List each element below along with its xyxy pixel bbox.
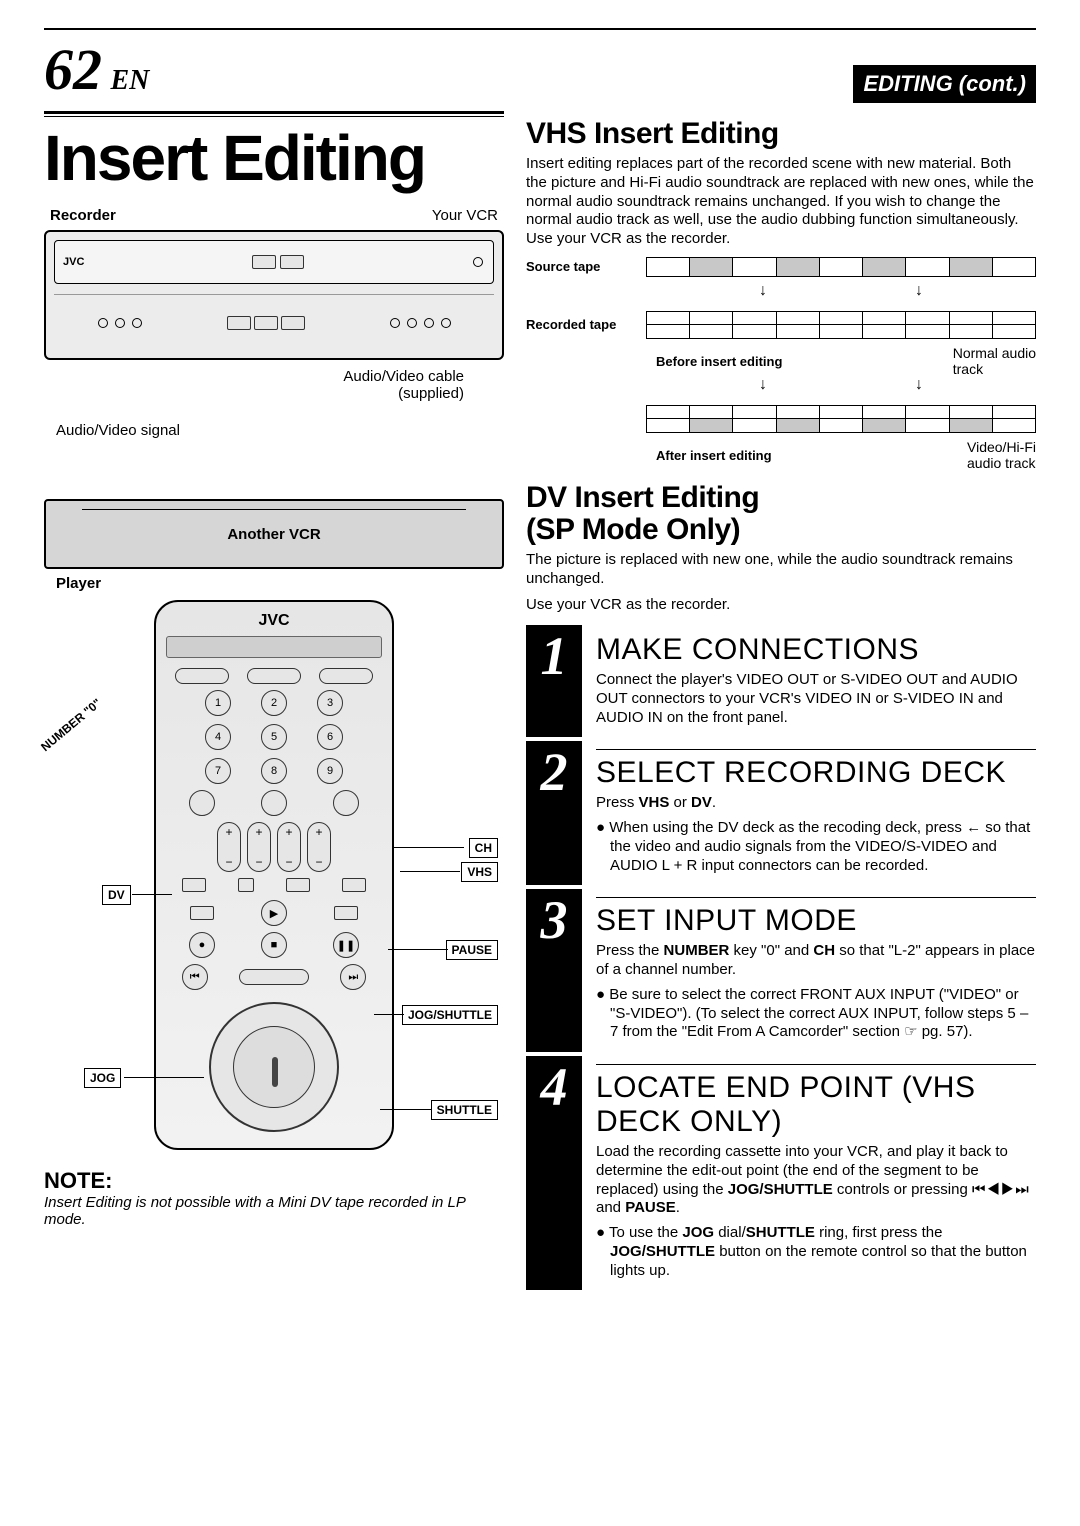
remote-number-button: 5 — [261, 724, 287, 750]
another-vcr-label: Another VCR — [227, 526, 320, 543]
page-number: 62 — [44, 37, 102, 102]
remote-number-button: 8 — [261, 758, 287, 784]
video-audio-label: Video/Hi-Fiaudio track — [967, 439, 1036, 471]
before-caption: Before insert editing — [526, 354, 945, 369]
note-title: NOTE: — [44, 1168, 504, 1194]
step-body: Press VHS or DV. — [596, 794, 1036, 813]
vhs-body: Insert editing replaces part of the reco… — [526, 155, 1036, 249]
remote-number-button: 6 — [317, 724, 343, 750]
step-title: SET INPUT MODE — [596, 897, 1036, 938]
remote-number-button: 7 — [205, 758, 231, 784]
step-number: 4 — [541, 1056, 568, 1118]
another-vcr-illustration: Another VCR — [44, 499, 504, 569]
dv-body-1: The picture is replaced with new one, wh… — [526, 551, 1036, 589]
dv-body-2: Use your VCR as the recorder. — [526, 596, 1036, 615]
recorded-tape-label: Recorded tape — [526, 317, 646, 332]
shuttle-callout: SHUTTLE — [431, 1100, 498, 1120]
remote-number-button: 4 — [205, 724, 231, 750]
av-signal-label: Audio/Video signal — [44, 422, 504, 439]
vhs-callout: VHS — [461, 862, 498, 882]
dv-heading-2: (SP Mode Only) — [526, 513, 1036, 547]
cable-label: Audio/Video cable(supplied) — [44, 368, 504, 402]
jog-shuttle-callout: JOG/SHUTTLE — [402, 1005, 498, 1025]
recorder-label: Recorder — [50, 207, 116, 224]
section-tab: EDITING (cont.) — [853, 65, 1036, 103]
step-number: 2 — [541, 741, 568, 803]
normal-audio-label: Normal audiotrack — [953, 345, 1036, 377]
remote-number-button: 1 — [205, 690, 231, 716]
step-title: SELECT RECORDING DECK — [596, 749, 1036, 790]
dv-callout: DV — [102, 885, 131, 905]
ch-callout: CH — [469, 838, 498, 858]
step-body: Press the NUMBER key "0" and CH so that … — [596, 942, 1036, 980]
step-number: 1 — [541, 625, 568, 687]
remote-number-button: 3 — [317, 690, 343, 716]
remote-brand: JVC — [166, 612, 382, 630]
dv-heading-1: DV Insert Editing — [526, 481, 1036, 515]
step-title: MAKE CONNECTIONS — [596, 633, 1036, 667]
step-bullet: Be sure to select the correct FRONT AUX … — [596, 986, 1036, 1042]
jog-callout: JOG — [84, 1068, 121, 1088]
step-bullet: When using the DV deck as the recoding d… — [596, 819, 1036, 875]
number-zero-callout: NUMBER "0" — [38, 696, 104, 754]
source-tape-label: Source tape — [526, 259, 646, 274]
vhs-heading: VHS Insert Editing — [526, 117, 1036, 151]
step-body: Connect the player's VIDEO OUT or S-VIDE… — [596, 671, 1036, 727]
main-title: Insert Editing — [44, 121, 504, 195]
vcr-illustration: JVC — [44, 230, 504, 360]
step-bullet: To use the JOG dial/SHUTTLE ring, first … — [596, 1224, 1036, 1280]
your-vcr-label: Your VCR — [432, 207, 498, 224]
step-title: LOCATE END POINT (VHS DECK ONLY) — [596, 1064, 1036, 1139]
pause-callout: PAUSE — [446, 940, 498, 960]
remote-illustration: JVC 123456789 ▶ ●■❚❚ ⏮⏭ — [154, 600, 394, 1150]
page-lang: EN — [110, 65, 149, 96]
timeline-diagram: Source tape ↓↓ Recorded tape — [526, 257, 1036, 471]
step-number: 3 — [541, 889, 568, 951]
jog-dial-illustration — [209, 1002, 339, 1132]
player-label: Player — [44, 575, 504, 592]
remote-number-button: 9 — [317, 758, 343, 784]
step-body: Load the recording cassette into your VC… — [596, 1143, 1036, 1218]
remote-number-button: 2 — [261, 690, 287, 716]
note-text: Insert Editing is not possible with a Mi… — [44, 1194, 504, 1228]
after-caption: After insert editing — [526, 448, 959, 463]
